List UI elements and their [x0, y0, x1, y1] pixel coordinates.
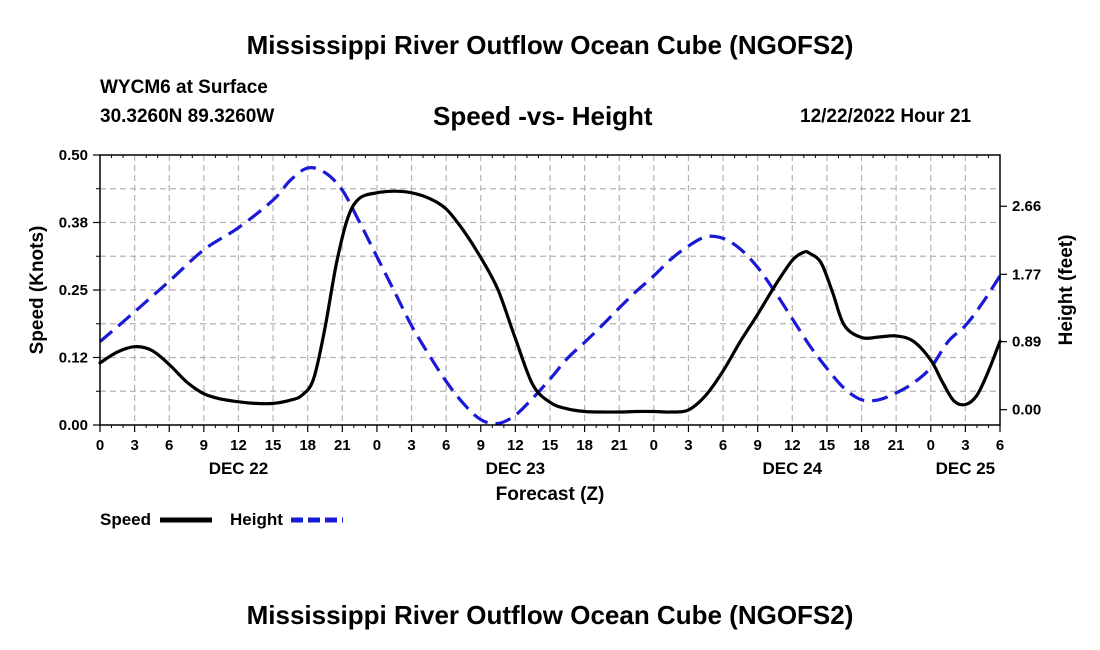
legend-label-speed: Speed [100, 510, 151, 529]
x-tick-label: 6 [442, 437, 450, 454]
y2-tick-label: 2.66 [1012, 198, 1041, 215]
day-label: DEC 22 [209, 459, 269, 478]
x-tick-label: 18 [576, 437, 593, 454]
x-tick-label: 6 [719, 437, 727, 454]
y-tick-label: 0.25 [59, 282, 88, 299]
x-tick-label: 0 [927, 437, 935, 454]
x-tick-label: 3 [684, 437, 692, 454]
x-tick-label: 9 [477, 437, 485, 454]
y-tick-label: 0.12 [59, 350, 88, 367]
y-tick-label: 0.38 [59, 215, 88, 232]
x-tick-label: 15 [819, 437, 836, 454]
x-tick-label: 6 [165, 437, 173, 454]
day-label: DEC 24 [763, 459, 823, 478]
y2-tick-label: 0.00 [1012, 402, 1041, 419]
x-tick-label: 15 [265, 437, 282, 454]
x-tick-label: 12 [507, 437, 524, 454]
x-tick-label: 12 [784, 437, 801, 454]
x-tick-label: 18 [853, 437, 870, 454]
x-tick-label: 0 [650, 437, 658, 454]
x-tick-label: 21 [334, 437, 351, 454]
x-axis-title: Forecast (Z) [496, 484, 605, 505]
footer-title: Mississippi River Outflow Ocean Cube (NG… [0, 600, 1100, 631]
y2-axis-title: Height (feet) [1056, 235, 1077, 346]
x-tick-label: 18 [299, 437, 316, 454]
x-tick-label: 15 [542, 437, 559, 454]
x-tick-label: 21 [888, 437, 905, 454]
x-tick-label: 12 [230, 437, 247, 454]
y-tick-label: 0.50 [59, 147, 88, 164]
y-axis-title: Speed (Knots) [27, 226, 48, 355]
y-tick-label: 0.00 [59, 417, 88, 434]
x-tick-label: 0 [96, 437, 104, 454]
grid-lines [100, 155, 1000, 425]
x-tick-label: 3 [130, 437, 138, 454]
x-tick-label: 9 [200, 437, 208, 454]
y2-tick-label: 0.89 [1012, 334, 1041, 351]
x-tick-label: 6 [996, 437, 1004, 454]
legend: Speed Height [100, 510, 343, 529]
x-tick-label: 3 [961, 437, 969, 454]
legend-label-height: Height [230, 510, 283, 529]
day-label: DEC 23 [486, 459, 546, 478]
x-tick-label: 21 [611, 437, 628, 454]
day-label: DEC 25 [936, 459, 996, 478]
y2-tick-label: 1.77 [1012, 266, 1041, 283]
x-tick-label: 3 [407, 437, 415, 454]
speed-height-chart: 0 3 6 9 12 15 18 21 0 3 6 9 12 15 18 21 0 3 6 9 12 15 18 21 0 3 6D… [0, 0, 1100, 650]
x-tick-label: 9 [754, 437, 762, 454]
x-tick-label: 0 [373, 437, 381, 454]
